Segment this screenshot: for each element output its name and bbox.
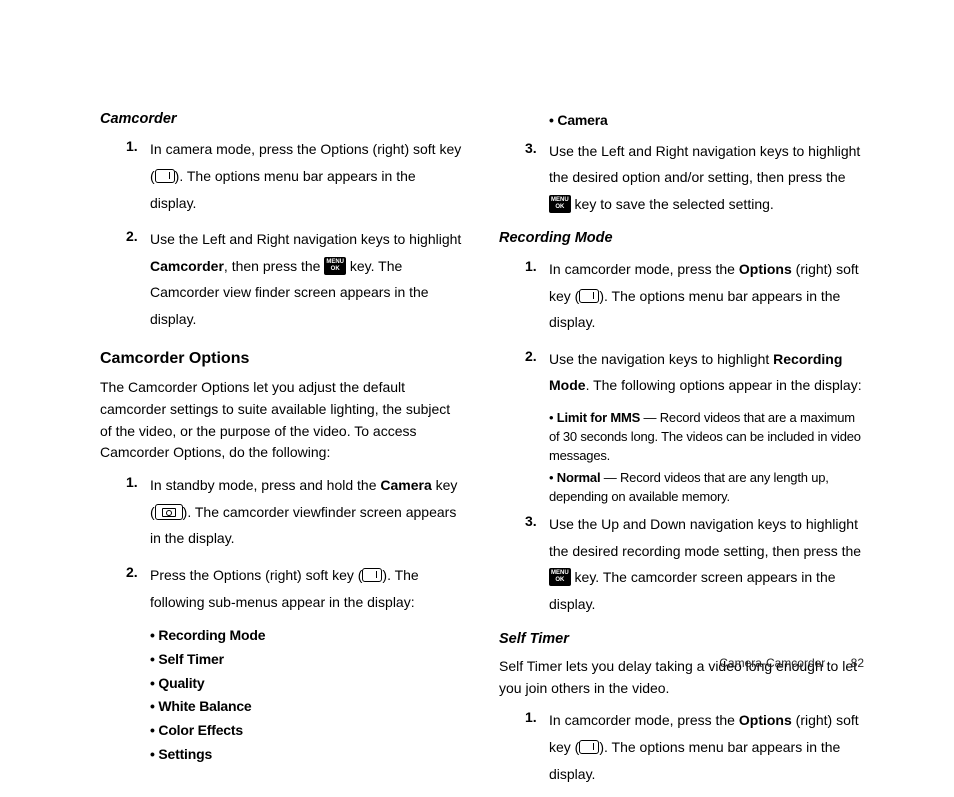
camera-key-icon <box>155 504 183 520</box>
heading-camcorder-options: Camcorder Options <box>100 347 465 372</box>
step-text: Use the navigation keys to highlight Rec… <box>549 346 864 399</box>
list-item: 3. Use the Left and Right navigation key… <box>525 138 864 218</box>
step-text: Use the Up and Down navigation keys to h… <box>549 511 864 617</box>
softkey-icon <box>579 740 599 754</box>
list-item: 1. In standby mode, press and hold the C… <box>126 472 465 552</box>
two-column-layout: Camcorder 1. In camera mode, press the O… <box>100 108 864 797</box>
menu-ok-icon: MENUOK <box>549 195 571 213</box>
list-item: • Camera <box>549 110 864 132</box>
step-text: In camcorder mode, press the Options (ri… <box>549 256 864 336</box>
recording-mode-steps: 1. In camcorder mode, press the Options … <box>499 256 864 399</box>
step-text: In standby mode, press and hold the Came… <box>150 472 465 552</box>
heading-recording-mode: Recording Mode <box>499 227 864 249</box>
list-item: 2. Use the navigation keys to highlight … <box>525 346 864 399</box>
page-number: 82 <box>851 656 864 670</box>
list-item: • Self Timer <box>150 649 465 671</box>
step-number: 2. <box>525 346 549 399</box>
step-number: 1. <box>126 472 150 552</box>
list-item: 1. In camcorder mode, press the Options … <box>525 707 864 787</box>
list-item: • Color Effects <box>150 720 465 742</box>
list-item: 1. In camera mode, press the Options (ri… <box>126 136 465 216</box>
right-column: • Camera 3. Use the Left and Right navig… <box>499 108 864 797</box>
softkey-icon <box>362 568 382 582</box>
list-item: 1. In camcorder mode, press the Options … <box>525 256 864 336</box>
step-number: 3. <box>525 138 549 218</box>
recording-mode-options: • Limit for MMS — Record videos that are… <box>549 409 864 507</box>
left-column: Camcorder 1. In camera mode, press the O… <box>100 108 465 797</box>
list-item: • Settings <box>150 744 465 766</box>
self-timer-steps: 1. In camcorder mode, press the Options … <box>499 707 864 787</box>
manual-page: Camcorder 1. In camera mode, press the O… <box>0 0 954 734</box>
softkey-icon <box>155 169 175 183</box>
options-steps-cont: 3. Use the Left and Right navigation key… <box>499 138 864 218</box>
step-number: 1. <box>525 256 549 336</box>
step-text: Use the Left and Right navigation keys t… <box>150 226 465 332</box>
page-footer: Camera-Camcorder 82 <box>719 656 864 670</box>
heading-camcorder: Camcorder <box>100 108 465 130</box>
footer-section: Camera-Camcorder <box>719 656 825 670</box>
options-intro: The Camcorder Options let you adjust the… <box>100 377 465 464</box>
list-item: • Quality <box>150 673 465 695</box>
list-item: • Normal — Record videos that are any le… <box>549 469 864 507</box>
step-text: Press the Options (right) soft key (). T… <box>150 562 465 615</box>
heading-self-timer: Self Timer <box>499 628 864 650</box>
list-item: • Recording Mode <box>150 625 465 647</box>
step-text: In camcorder mode, press the Options (ri… <box>549 707 864 787</box>
step-number: 2. <box>126 562 150 615</box>
options-steps: 1. In standby mode, press and hold the C… <box>100 472 465 615</box>
step-number: 2. <box>126 226 150 332</box>
step-text: Use the Left and Right navigation keys t… <box>549 138 864 218</box>
step-number: 1. <box>525 707 549 787</box>
step-text: In camera mode, press the Options (right… <box>150 136 465 216</box>
step-number: 1. <box>126 136 150 216</box>
submenu-list-cont: • Camera <box>549 110 864 132</box>
list-item: 2. Press the Options (right) soft key ()… <box>126 562 465 615</box>
list-item: • White Balance <box>150 696 465 718</box>
softkey-icon <box>579 289 599 303</box>
list-item: 2. Use the Left and Right navigation key… <box>126 226 465 332</box>
menu-ok-icon: MENUOK <box>324 257 346 275</box>
list-item: 3. Use the Up and Down navigation keys t… <box>525 511 864 617</box>
camcorder-steps: 1. In camera mode, press the Options (ri… <box>100 136 465 332</box>
step-number: 3. <box>525 511 549 617</box>
list-item: • Limit for MMS — Record videos that are… <box>549 409 864 466</box>
recording-mode-steps-cont: 3. Use the Up and Down navigation keys t… <box>499 511 864 617</box>
submenu-list: • Recording Mode • Self Timer • Quality … <box>150 625 465 765</box>
menu-ok-icon: MENUOK <box>549 568 571 586</box>
